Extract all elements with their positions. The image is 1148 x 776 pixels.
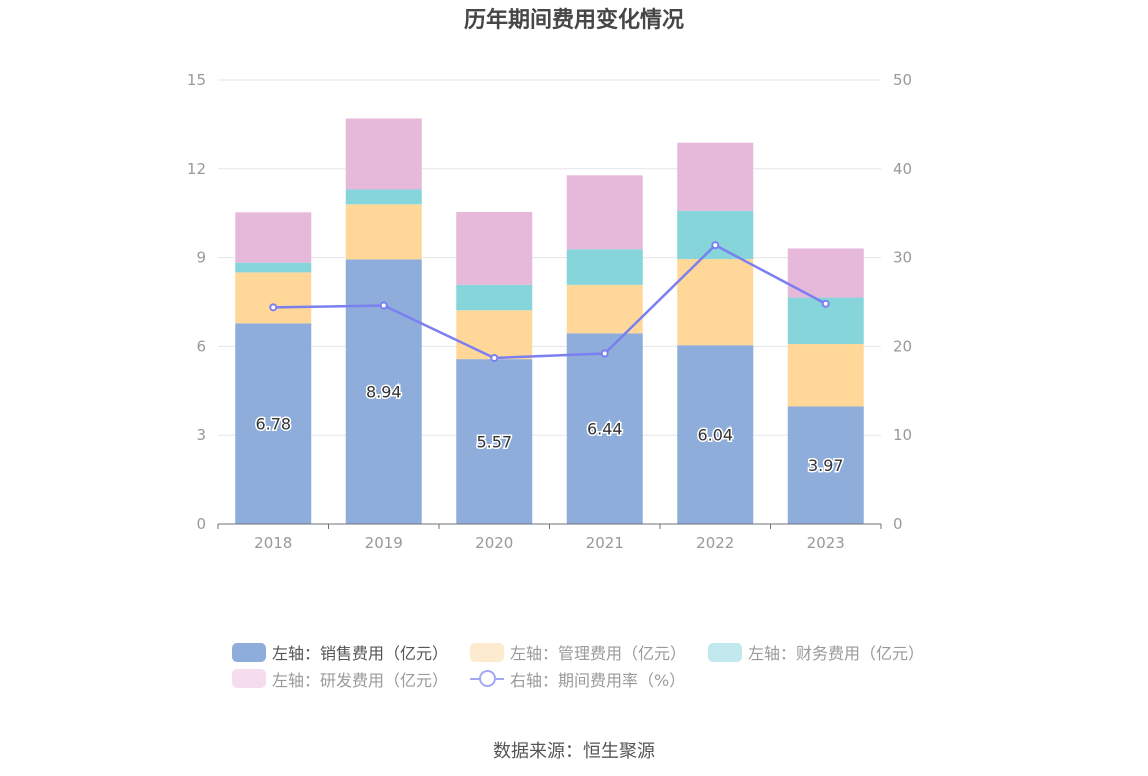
bar-segment [566, 284, 643, 334]
line-point [711, 241, 720, 250]
legend-item-label: 左轴：研发费用（亿元） [272, 670, 449, 690]
legend-item[interactable]: 左轴：财务费用（亿元） [708, 639, 924, 665]
legend-color-swatch [470, 642, 505, 662]
left-axis-tick-label: 6 [196, 337, 206, 355]
bars [235, 118, 864, 524]
left-axis-tick-label: 9 [196, 249, 206, 267]
bar-segment [345, 189, 422, 205]
x-axis-tick-label: 2023 [807, 534, 845, 552]
left-axis-tick-label: 3 [196, 426, 206, 444]
bar-segment [787, 344, 864, 407]
line-point [821, 299, 830, 308]
chart-title: 历年期间费用变化情况 [463, 8, 684, 33]
legend-item-label: 左轴：销售费用（亿元） [272, 644, 449, 663]
bar-segment [235, 262, 312, 273]
data-source: 数据来源：恒生聚源 [493, 741, 655, 762]
x-axis-tick-label: 2018 [254, 534, 292, 552]
bar-segment [787, 406, 864, 524]
bar-segment [566, 333, 643, 524]
bar-data-label: 6.44 [587, 420, 623, 439]
x-axis-tick-label: 2021 [586, 534, 624, 552]
line-point [379, 301, 388, 310]
line-point [269, 303, 278, 312]
axes: 0 3 6 9 12 15 0 10 20 30 40 50 2018 2019 2020 2021 2022 2… [187, 71, 912, 552]
legend-item-label: 右轴：期间费用率（%） [510, 670, 686, 690]
right-axis-tick-label: 20 [893, 337, 912, 355]
bar-segment [677, 345, 754, 524]
legend-item[interactable]: 左轴：管理费用（亿元） [470, 639, 686, 665]
bar-segment [456, 212, 533, 285]
legend-line-marker-icon [470, 669, 505, 688]
right-axis-tick-label: 40 [893, 160, 912, 178]
bar-data-label: 5.57 [476, 433, 512, 452]
bar-segment [566, 175, 643, 250]
x-axis-tick-label: 2019 [365, 534, 403, 552]
bar-data-label: 6.04 [697, 426, 733, 445]
right-axis-tick-label: 10 [893, 426, 912, 444]
x-axis-tick-label: 2020 [475, 534, 513, 552]
bar-segment [456, 284, 533, 311]
expense-rate-line [269, 241, 830, 362]
bar-segment [456, 359, 533, 524]
chart-legend: 左轴：销售费用（亿元） 左轴：管理费用（亿元） 左轴：财务费用（亿元） 左轴：研发费用… [232, 639, 952, 692]
bar-segment [345, 204, 422, 260]
legend-item-label: 左轴：财务费用（亿元） [748, 644, 925, 663]
legend-color-swatch [232, 669, 266, 688]
bar-segment [235, 323, 312, 524]
bar-data-label: 3.97 [808, 456, 844, 475]
line-point [490, 353, 499, 362]
legend-item[interactable]: 左轴：研发费用（亿元） [232, 666, 448, 692]
data-labels: 6.78 8.94 5.57 6.44 6.04 3.97 [254, 381, 845, 477]
bar-segment [235, 272, 312, 324]
grid-lines [218, 79, 881, 436]
left-axis-tick-label: 0 [196, 515, 206, 533]
legend-color-swatch [232, 642, 266, 662]
bar-segment [235, 212, 312, 263]
bar-segment [677, 210, 754, 260]
legend-item-label: 左轴：管理费用（亿元） [510, 644, 687, 663]
right-axis-tick-label: 30 [893, 249, 912, 267]
right-axis-tick-label: 0 [893, 515, 903, 533]
bar-data-label: 6.78 [255, 415, 291, 434]
legend-item[interactable]: 右轴：期间费用率（%） [470, 666, 685, 692]
x-axis-tick-label: 2022 [696, 534, 734, 552]
right-axis-tick-label: 50 [893, 71, 912, 89]
left-axis-tick-label: 12 [187, 160, 206, 178]
bar-segment [456, 310, 533, 360]
bar-data-label: 8.94 [366, 383, 402, 402]
left-axis-tick-label: 15 [187, 71, 206, 89]
bar-segment [345, 118, 422, 190]
line-point [600, 349, 609, 358]
bar-segment [677, 142, 754, 211]
stacked-bar-line-chart: 0 3 6 9 12 15 0 10 20 30 40 50 2018 2019 2020 2021 2022 2… [187, 71, 912, 552]
legend-color-swatch [708, 642, 743, 662]
line-series-path [273, 243, 827, 360]
bar-segment [677, 259, 754, 346]
legend-item[interactable]: 左轴：销售费用（亿元） [232, 639, 448, 665]
bar-segment [566, 249, 643, 285]
